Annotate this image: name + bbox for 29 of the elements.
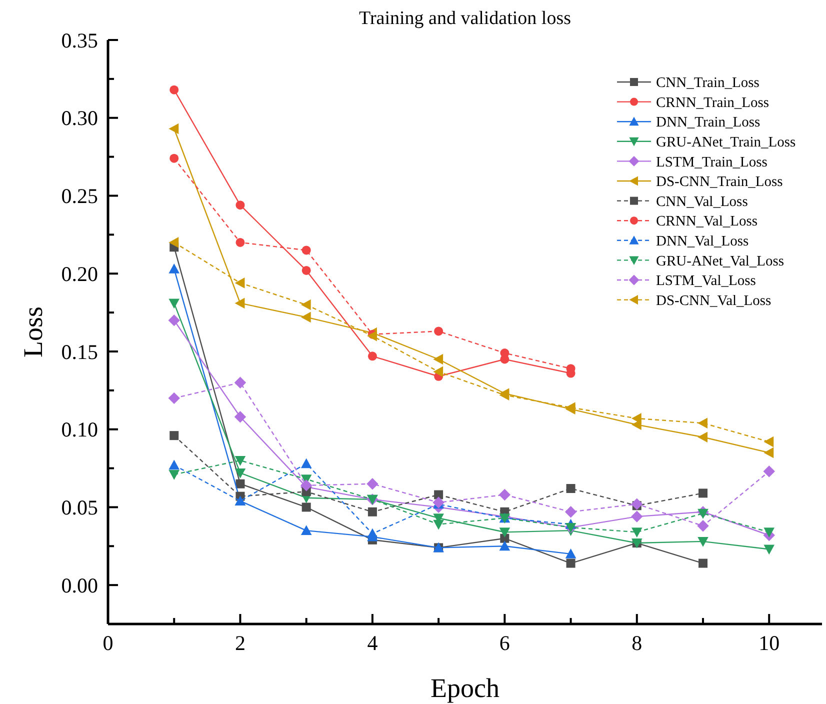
y-tick-label: 0.35	[61, 28, 98, 52]
legend-label: GRU-ANet_Train_Loss	[656, 134, 796, 150]
y-tick-label: 0.15	[61, 340, 98, 364]
x-tick-label: 0	[102, 631, 114, 655]
legend-label: LSTM_Val_Loss	[656, 273, 756, 290]
legend-label: CNN_Train_Loss	[656, 75, 760, 92]
legend-label: DNN_Train_Loss	[656, 114, 761, 131]
legend-label: GRU-ANet_Val_Loss	[656, 253, 784, 270]
legend-label: DNN_Val_Loss	[656, 233, 749, 250]
x-tick-label: 4	[367, 631, 378, 655]
y-tick-label: 0.30	[61, 106, 98, 130]
y-tick-label: 0.05	[61, 496, 98, 520]
x-tick-label: 2	[234, 631, 246, 655]
legend-label: LSTM_Train_Loss	[656, 154, 768, 170]
x-tick-label: 8	[632, 631, 642, 655]
y-tick-label: 0.00	[61, 573, 98, 598]
x-tick-label: 10	[758, 631, 780, 655]
x-axis-title: Epoch	[430, 673, 500, 703]
y-tick-label: 0.20	[61, 262, 98, 286]
legend-label: CRNN_Val_Loss	[656, 214, 758, 230]
x-tick-label: 6	[499, 631, 510, 655]
legend-label: DS-CNN_Train_Loss	[656, 174, 784, 190]
legend-label: CNN_Val_Loss	[656, 194, 748, 210]
y-axis-title: Loss	[18, 306, 48, 358]
y-tick-label: 0.25	[61, 184, 98, 208]
chart-title: Training and validation loss	[359, 8, 571, 29]
legend-label: CRNN_Train_Loss	[656, 94, 770, 111]
legend-label: DS-CNN_Val_Loss	[656, 292, 772, 309]
y-tick-label: 0.10	[61, 418, 98, 442]
